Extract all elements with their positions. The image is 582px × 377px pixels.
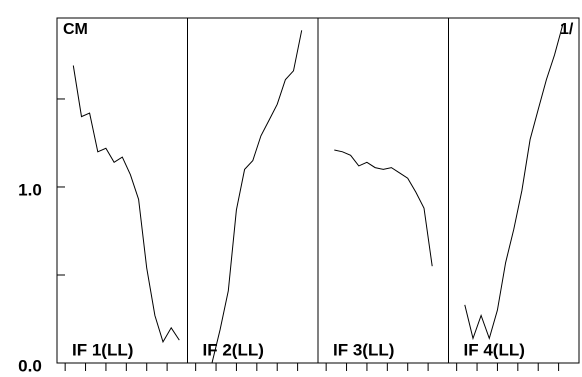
- y-tick-label: 0.0: [18, 356, 42, 375]
- panel-label: IF 2(LL): [203, 340, 264, 359]
- data-line: [464, 24, 564, 341]
- data-line: [334, 149, 433, 267]
- y-tick-label: 1.0: [18, 180, 42, 199]
- corner-label: 1/: [560, 21, 574, 38]
- panel-label: IF 1(LL): [72, 340, 133, 359]
- corner-label: CM: [63, 21, 88, 38]
- panel-label: IF 4(LL): [464, 340, 525, 359]
- panel-label: IF 3(LL): [333, 340, 394, 359]
- data-line: [72, 65, 180, 344]
- data-line: [203, 30, 303, 364]
